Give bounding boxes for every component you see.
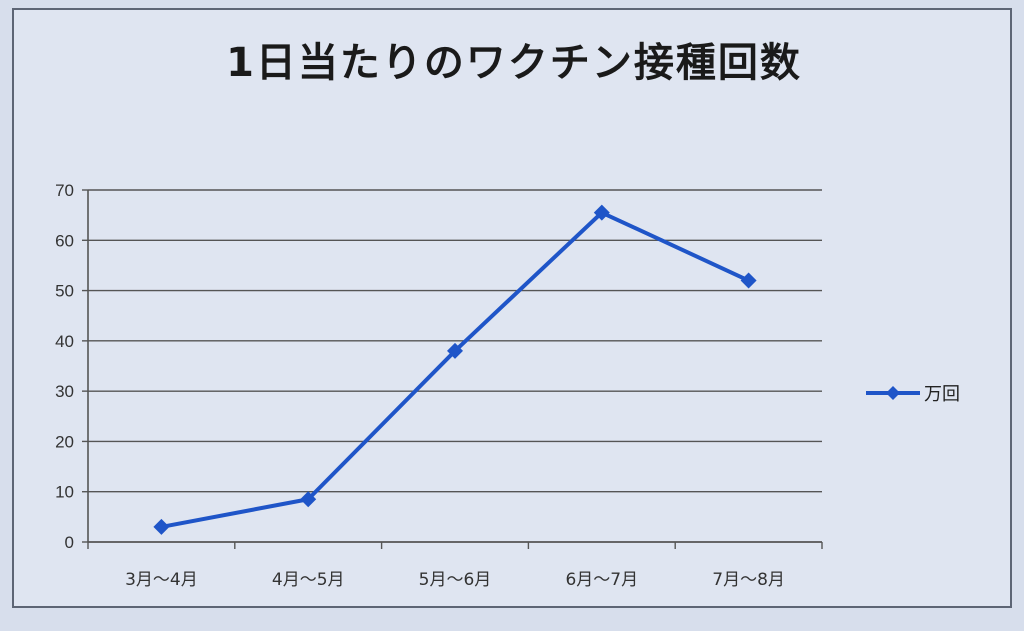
legend-label: 万回 xyxy=(924,384,960,405)
x-tick-label: 4月～5月 xyxy=(272,570,345,590)
x-tick-label: 5月～6月 xyxy=(419,570,492,590)
gridlines xyxy=(88,189,822,543)
series-line xyxy=(161,210,750,529)
y-tick-label: 70 xyxy=(55,181,74,200)
data-point-marker[interactable] xyxy=(593,204,610,221)
data-point-marker[interactable] xyxy=(153,518,170,535)
y-tick-label: 30 xyxy=(55,382,74,401)
y-tick-label: 20 xyxy=(55,432,74,451)
chart-svg: 0 10 20 30 40 50 60 70 3月～4月 4月～5月 5月～6月 6月～7月 7月～8月… xyxy=(55,181,960,590)
legend[interactable]: 万回 xyxy=(866,384,960,405)
series-layer xyxy=(153,204,757,535)
data-point-marker[interactable] xyxy=(447,342,463,359)
y-tick-label: 60 xyxy=(55,231,74,250)
axes: 0 10 20 30 40 50 60 70 3月～4月 4月～5月 5月～6月 6月～7月 7月～8月 xyxy=(55,181,823,590)
legend-marker xyxy=(886,386,900,400)
x-tick-label: 3月～4月 xyxy=(125,570,198,590)
x-tick-label: 6月～7月 xyxy=(565,570,638,590)
y-tick-label: 0 xyxy=(65,533,74,552)
chart-area[interactable]: 1日当たりのワクチン接種回数 0 10 20 30 40 50 60 70 3月～4月 4月～5月… xyxy=(12,8,1012,608)
y-tick-label: 50 xyxy=(55,282,74,301)
data-point-marker[interactable] xyxy=(740,272,757,289)
y-tick-label: 10 xyxy=(55,483,74,502)
y-tick-label: 40 xyxy=(55,332,74,351)
data-point-marker[interactable] xyxy=(300,491,317,508)
chart-title: 1日当たりのワクチン接種回数 xyxy=(226,40,802,86)
x-tick-label: 7月～8月 xyxy=(712,570,785,590)
